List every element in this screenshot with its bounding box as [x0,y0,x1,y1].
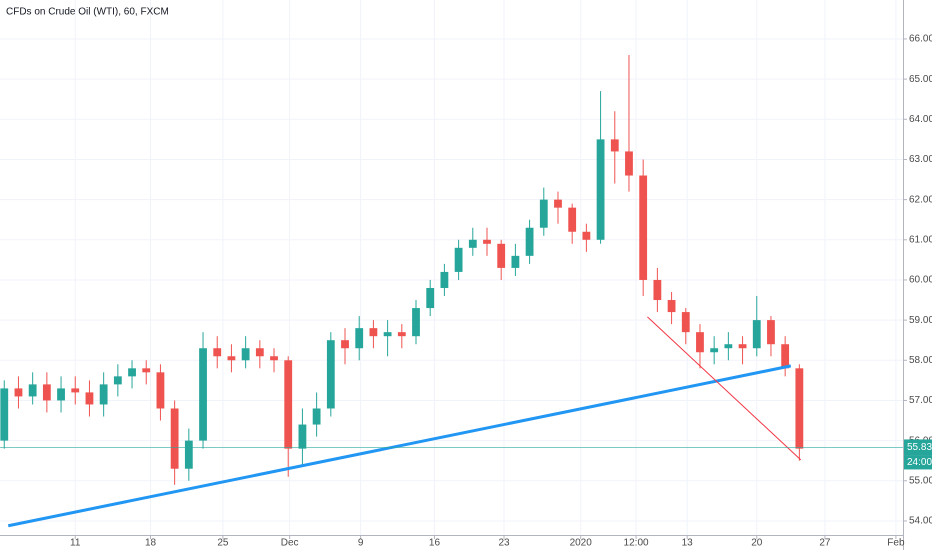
trendline [647,316,802,461]
candle-body [14,388,23,397]
candle-body [795,368,804,449]
candle-body [710,348,719,353]
candle-body [0,388,9,441]
candle-body [85,392,94,405]
y-tick-label: 65.00 [909,74,932,85]
candle-body [341,340,349,349]
x-tick-label: 20 [751,538,763,549]
y-tick-label: 64.00 [909,114,932,125]
candle-body [412,308,420,337]
candle-body [99,384,108,405]
candle-body [284,360,293,449]
x-tick-label: 12:00 [624,538,649,549]
candle-body [426,287,435,309]
y-tick-label: 63.00 [909,154,932,165]
candle-body [355,328,364,349]
candle-body [525,227,534,256]
x-tick-label: 2020 [570,538,593,549]
candle-body [625,151,633,176]
candle-body [681,312,690,333]
candle-body [596,139,605,240]
candle-body [57,388,65,401]
candle-body [497,243,506,268]
y-tick-label: 54.00 [909,516,932,527]
candle-body [298,424,307,449]
candle-body [326,340,335,409]
candle-body [113,376,122,385]
countdown-box [904,455,932,470]
x-tick-label: 16 [429,538,441,549]
y-tick-label: 57.00 [909,395,932,406]
candle-body [610,139,619,152]
candle-body [454,247,463,272]
candle-body [724,344,733,349]
candle-body [312,408,321,425]
candle-body [639,175,648,280]
candle-body [738,344,747,349]
candle-body [383,332,392,337]
candle-body [511,255,520,268]
last-price-box [904,439,932,456]
candle-body [213,348,222,357]
candle-body [156,372,165,409]
candle-body [170,408,179,469]
x-tick-label: 25 [217,538,229,549]
y-tick-label: 61.00 [909,234,932,245]
candle-body [397,332,406,337]
candle-body [653,279,662,301]
x-tick-label: Feb [887,538,905,549]
last-price-label: 55.83 [907,442,932,453]
candle-body [42,384,51,401]
candle-body [440,271,449,288]
candle-body [227,356,236,361]
y-tick-label: 55.00 [909,475,932,486]
candle-body [71,388,80,393]
candle-body [554,199,562,208]
y-tick-label: 60.00 [909,275,932,286]
trendline [7,364,792,528]
x-tick-label: Dec [281,538,299,549]
y-tick-label: 66.00 [909,34,932,45]
candle-body [696,332,704,353]
x-tick-label: 18 [145,538,157,549]
candle-body [781,344,790,369]
candle-body [184,440,193,469]
candle-body [767,320,775,345]
x-tick-label: 11 [70,538,81,549]
y-tick-label: 58.00 [909,355,932,366]
x-tick-label: 27 [819,538,831,549]
candle-body [667,300,676,313]
x-tick-label: 9 [358,538,364,549]
candle-body [142,368,151,373]
candle-body [128,368,136,377]
candle-body [483,239,491,244]
candle-body [568,207,577,232]
y-tick-label: 62.00 [909,194,932,205]
candle-body [255,348,264,357]
x-tick-label: 23 [498,538,510,549]
chart-title: CFDs on Crude Oil (WTI), 60, FXCM [6,7,169,18]
y-tick-label: 59.00 [909,315,932,326]
candle-body [752,320,761,349]
candle-body [369,328,378,337]
x-tick-label: 13 [682,538,694,549]
candle-body [270,356,278,361]
candle-body [582,231,591,240]
candle-body [468,239,477,248]
candle-body [539,199,548,228]
candle-body [241,348,250,361]
candle-body [199,348,207,441]
candle-body [28,384,37,397]
countdown-label: 24:00 [907,457,932,468]
